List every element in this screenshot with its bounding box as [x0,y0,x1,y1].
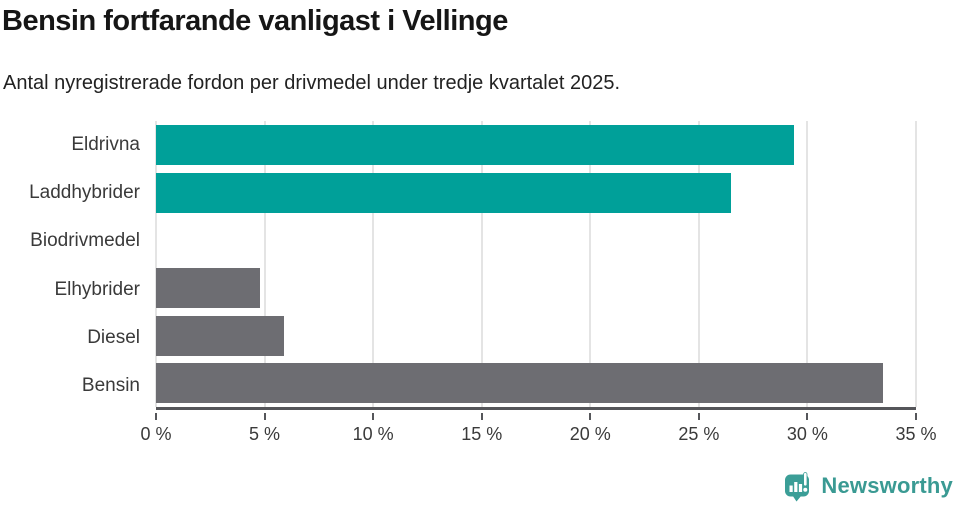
chart-subtitle: Antal nyregistrerade fordon per drivmede… [3,72,621,94]
x-axis-tick [806,413,809,420]
gridline [806,121,809,407]
y-axis-labels: Eldrivna Laddhybrider Biodrivmedel Elhybrid… [0,121,140,410]
x-tick-label: 5 % [249,424,281,444]
gridline [589,121,592,407]
gridline [155,121,157,407]
gridline [372,121,375,407]
x-axis-tick [697,413,700,420]
bar-bensin [156,363,884,404]
x-tick-label: 35 % [895,424,937,444]
plot-area [155,121,917,410]
newsworthy-chart-bubble-icon [785,472,810,502]
bar-row [156,312,916,360]
bar-row [156,216,916,264]
x-tick-label: 0 % [140,424,172,444]
bar-row [156,121,916,169]
category-label: Bensin [81,374,140,396]
bar-rows [156,121,916,407]
x-axis-tick [263,413,266,420]
category-label: Laddhybrider [29,182,140,204]
gridline [263,121,266,407]
gridline [697,121,700,407]
category-label: Diesel [87,326,140,348]
x-axis-tick [589,413,592,420]
bar-diesel [156,315,285,356]
x-tick-label: 30 % [786,424,828,444]
bar-row [156,359,916,407]
category-label: Eldrivna [71,134,140,156]
x-axis-tick [155,413,157,420]
x-axis-tick [372,413,375,420]
gridline [915,121,917,407]
x-axis-tick [480,413,483,420]
x-tick-label: 10 % [352,424,394,444]
gridline [480,121,483,407]
bar-row [156,169,916,217]
category-label: Biodrivmedel [30,230,140,252]
x-tick-label: 20 % [569,424,611,444]
bar-eldrivna [156,124,795,165]
brand-label: Newsworthy [821,473,953,498]
bar-elhybrider [156,267,261,308]
x-axis: 0 % 5 % 10 % 15 % 20 % 25 % 30 % 35 % [140,413,937,458]
category-label: Elhybrider [54,278,140,300]
brand-footer: Newsworthy [783,470,953,502]
x-axis-tick [915,413,917,420]
bar-laddhybrider [156,172,732,213]
x-tick-label: 15 % [461,424,503,444]
bar-row [156,264,916,312]
x-tick-label: 25 % [678,424,720,444]
chart-title: Bensin fortfarande vanligast i Vellinge [2,5,508,37]
